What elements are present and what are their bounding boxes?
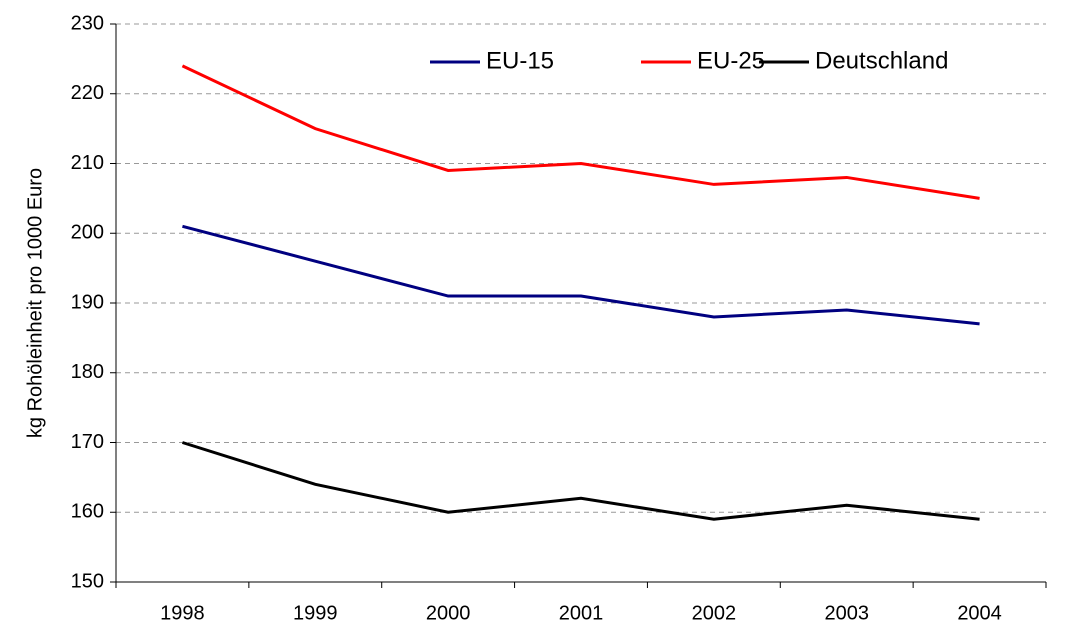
x-tick-label: 2004 xyxy=(957,602,1002,624)
y-tick-label: 190 xyxy=(71,291,104,313)
series-line xyxy=(181,64,980,200)
legend-label: EU-15 xyxy=(486,47,554,74)
y-tick-label: 210 xyxy=(71,152,104,174)
x-tick-label: 1998 xyxy=(160,602,205,624)
legend-label: EU-25 xyxy=(697,47,765,74)
y-axis-label: kg Rohöleinheit pro 1000 Euro xyxy=(24,168,46,438)
y-tick-label: 170 xyxy=(71,431,104,453)
x-tick-label: 2000 xyxy=(426,602,471,624)
x-tick-label: 1999 xyxy=(293,602,338,624)
y-tick-label: 230 xyxy=(71,12,104,34)
y-tick-label: 160 xyxy=(71,501,104,523)
series-line xyxy=(181,441,980,521)
x-tick-label: 2003 xyxy=(824,602,869,624)
x-tick-label: 2001 xyxy=(559,602,604,624)
legend-label: Deutschland xyxy=(815,47,948,74)
y-tick-label: 200 xyxy=(71,222,104,244)
y-tick-label: 220 xyxy=(71,82,104,104)
y-tick-label: 150 xyxy=(71,570,104,592)
series-line xyxy=(182,224,980,326)
x-tick-label: 2002 xyxy=(692,602,737,624)
y-tick-label: 180 xyxy=(71,361,104,383)
